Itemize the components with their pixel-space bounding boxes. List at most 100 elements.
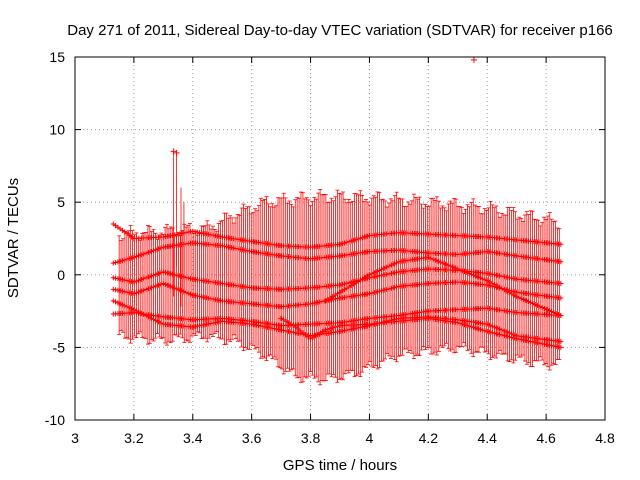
data-point (155, 271, 161, 277)
data-point (384, 264, 390, 270)
data-point (551, 309, 557, 315)
data-point (514, 294, 520, 300)
data-point (525, 299, 531, 305)
data-point (146, 249, 152, 255)
x-tick-label: 3 (71, 430, 79, 446)
x-tick-label: 3.4 (183, 430, 203, 446)
data-point (351, 237, 357, 243)
data-point (176, 273, 182, 279)
data-point (530, 301, 536, 307)
x-tick-label: 4.4 (477, 430, 497, 446)
data-point (153, 271, 159, 277)
data-point (163, 269, 169, 275)
data-point (181, 274, 187, 280)
outlier-point (173, 149, 180, 156)
data-point (468, 271, 474, 277)
data-point (445, 262, 451, 268)
data-point (165, 282, 171, 288)
chart-title: Day 271 of 2011, Sidereal Day-to-day VTE… (67, 22, 613, 39)
data-point (455, 266, 461, 272)
data-point (544, 306, 550, 312)
data-point (381, 265, 387, 271)
data-point (558, 259, 564, 265)
data-point (327, 326, 333, 332)
data-point (148, 285, 154, 291)
data-point (178, 273, 184, 279)
data-point (466, 270, 472, 276)
data-point (473, 325, 479, 331)
data-point (477, 275, 483, 281)
data-point (386, 263, 392, 269)
data-point (348, 238, 354, 244)
data-point (151, 272, 157, 278)
data-point (499, 327, 505, 333)
data-point (325, 326, 331, 332)
y-tick-label: 0 (57, 267, 65, 283)
data-point (430, 256, 436, 262)
data-point (126, 256, 132, 262)
data-point (151, 284, 157, 290)
plot-frame (74, 56, 606, 421)
data-point (523, 298, 529, 304)
data-point (133, 254, 139, 260)
data-point (124, 256, 130, 262)
data-point (462, 269, 468, 275)
data-point (337, 241, 343, 247)
data-point (475, 326, 481, 332)
data-point (332, 324, 338, 330)
data-point (141, 251, 147, 257)
data-point (501, 333, 507, 339)
data-point (443, 261, 449, 267)
data-point (384, 286, 390, 292)
data-point (477, 326, 483, 332)
data-point (558, 312, 564, 318)
data-point (143, 286, 149, 292)
data-point (344, 239, 350, 245)
data-point (115, 259, 121, 265)
x-axis-label: GPS time / hours (283, 457, 397, 474)
data-point (167, 283, 173, 289)
data-point (455, 320, 461, 326)
data-point (501, 328, 507, 334)
data-point (151, 248, 157, 254)
data-point (174, 286, 180, 292)
data-point (553, 310, 559, 316)
data-point (499, 332, 505, 338)
data-point (188, 291, 194, 297)
data-point (433, 257, 439, 263)
data-point (480, 276, 486, 282)
data-point (457, 320, 463, 326)
data-point (342, 240, 348, 246)
data-point (158, 270, 164, 276)
data-point (158, 245, 164, 251)
data-point (158, 281, 164, 287)
data-point (535, 303, 541, 309)
data-point (113, 260, 119, 266)
data-point (357, 235, 363, 241)
data-point (489, 323, 495, 329)
data-point (393, 284, 399, 290)
data-point (369, 271, 375, 277)
data-point (464, 322, 470, 328)
data-point (160, 269, 166, 275)
data-point (153, 283, 159, 289)
data-point (148, 273, 154, 279)
data-point (482, 328, 488, 334)
data-point (364, 233, 370, 239)
data-point (163, 281, 169, 287)
data-point (428, 255, 434, 261)
data-point (183, 274, 189, 280)
data-point (181, 289, 187, 295)
data-point (539, 305, 545, 311)
data-point (466, 323, 472, 329)
data-point (174, 272, 180, 278)
y-tick-label: 5 (57, 194, 65, 210)
data-point (335, 323, 341, 329)
data-point (440, 260, 446, 266)
data-point (355, 236, 361, 242)
data-point (126, 305, 132, 311)
data-point (113, 299, 119, 305)
data-point (537, 304, 543, 310)
data-point (131, 254, 137, 260)
data-point (489, 330, 495, 336)
